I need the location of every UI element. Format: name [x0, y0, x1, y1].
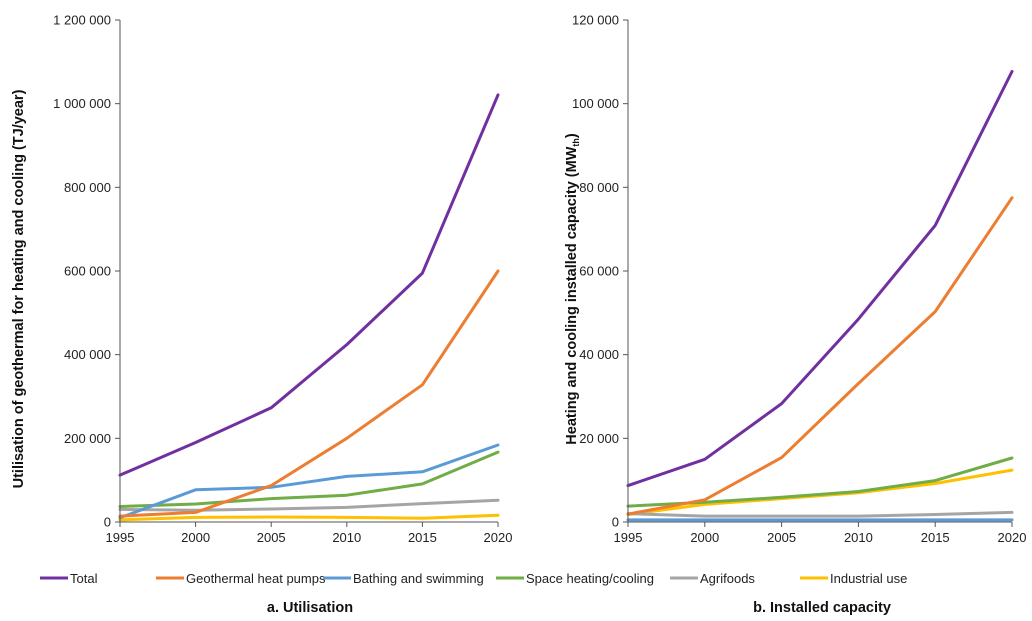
- y-tick-label: 0: [104, 515, 111, 530]
- series-line-agrifoods: [626, 510, 1014, 518]
- chart-installed-capacity: 0 20 000 40 000 60 000 80 000 100 000 120 000 1…: [564, 13, 1026, 617]
- legend-label: Industrial use: [830, 571, 907, 586]
- y-axis-label-main: Heating and cooling installed capacity (…: [564, 146, 580, 444]
- chart-caption-utilisation: a. Utilisation: [267, 600, 353, 616]
- x-tick-label: 2010: [332, 530, 361, 545]
- series-line-bathing-and-swimming: [118, 443, 500, 520]
- series-line-geothermal-heat-pumps: [626, 196, 1014, 516]
- series-line-geothermal-heat-pumps: [118, 269, 500, 518]
- series-line-space-heating-cooling: [118, 450, 500, 508]
- legend-item-industrial-use: Industrial use: [800, 571, 907, 586]
- y-tick-label: 40 000: [579, 347, 619, 362]
- series-line-industrial-use: [626, 468, 1014, 516]
- x-tick-label: 2020: [484, 530, 513, 545]
- x-tick-label: 2010: [844, 530, 873, 545]
- y-axis-label-subscript: th: [571, 138, 581, 147]
- series-line-total: [626, 70, 1014, 488]
- y-axis-label-installed-capacity: Heating and cooling installed capacity (…: [564, 133, 581, 445]
- legend-label: Total: [70, 571, 98, 586]
- y-tick-label: 1 200 000: [53, 13, 111, 28]
- y-tick-label: 100 000: [572, 96, 619, 111]
- legend-item-space-heating-cooling: Space heating/cooling: [496, 571, 654, 586]
- legend-item-agrifoods: Agrifoods: [670, 571, 755, 586]
- y-axis-label-utilisation: Utilisation of geothermal for heating an…: [11, 89, 27, 488]
- x-tick-label: 1995: [614, 530, 643, 545]
- legend-label: Agrifoods: [700, 571, 755, 586]
- legend-label: Bathing and swimming: [353, 571, 484, 586]
- x-tick-label: 2005: [767, 530, 796, 545]
- x-tick-label: 2005: [257, 530, 286, 545]
- series-line-industrial-use: [118, 513, 500, 522]
- legend-label: Geothermal heat pumps: [186, 571, 326, 586]
- y-tick-label: 60 000: [579, 264, 619, 279]
- x-tick-label: 1995: [106, 530, 135, 545]
- y-tick-label: 1 000 000: [53, 96, 111, 111]
- y-tick-label: 600 000: [64, 264, 111, 279]
- series-line-total: [118, 93, 500, 477]
- x-tick-label: 2020: [998, 530, 1027, 545]
- legend-item-geothermal-heat-pumps: Geothermal heat pumps: [156, 571, 326, 586]
- y-tick-label: 800 000: [64, 180, 111, 195]
- y-tick-label: 20 000: [579, 431, 619, 446]
- legend-label: Space heating/cooling: [526, 571, 654, 586]
- x-tick-label: 2000: [181, 530, 210, 545]
- series-layer-installed-capacity: [626, 70, 1014, 522]
- x-tick-label: 2015: [408, 530, 437, 545]
- legend-item-total: Total: [40, 571, 98, 586]
- legend: Total Geothermal heat pumps Bathing and sw…: [40, 571, 907, 586]
- x-tick-label: 2015: [921, 530, 950, 545]
- legend-item-bathing-and-swimming: Bathing and swimming: [323, 571, 484, 586]
- axes-utilisation: 0 200 000 400 000 600 000 800 000 1 000 000 1 …: [53, 13, 512, 546]
- y-tick-label: 80 000: [579, 180, 619, 195]
- chart-utilisation: 0 200 000 400 000 600 000 800 000 1 000 000 1 …: [11, 13, 512, 617]
- y-tick-label: 0: [612, 515, 619, 530]
- y-tick-label: 200 000: [64, 431, 111, 446]
- x-tick-label: 2000: [690, 530, 719, 545]
- series-layer-utilisation: [118, 93, 500, 522]
- series-line-agrifoods: [118, 498, 500, 512]
- y-tick-label: 400 000: [64, 347, 111, 362]
- y-axis-label-end: ): [564, 133, 580, 138]
- chart-caption-installed-capacity: b. Installed capacity: [753, 600, 891, 616]
- y-tick-label: 120 000: [572, 13, 619, 28]
- axes-installed-capacity: 0 20 000 40 000 60 000 80 000 100 000 120 000 1…: [572, 13, 1026, 546]
